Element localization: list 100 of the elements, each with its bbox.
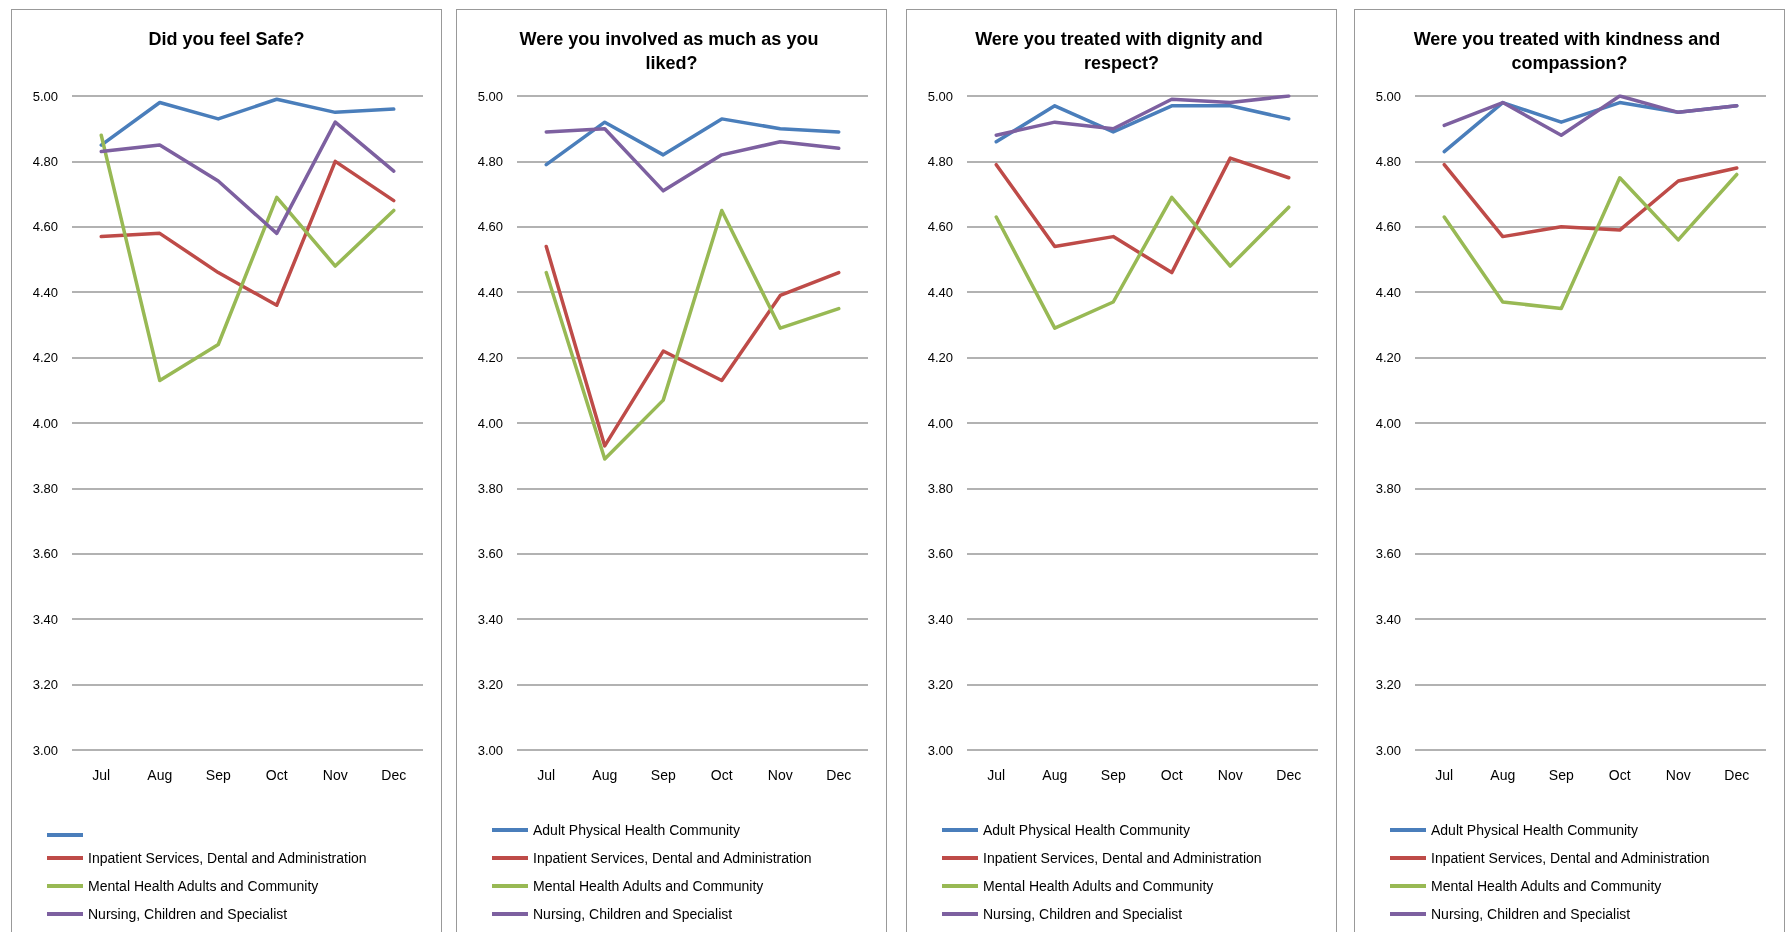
x-tick-label: Dec	[1724, 767, 1750, 783]
y-tick-label: 4.80	[477, 153, 503, 169]
y-tick-label: 3.80	[32, 480, 58, 496]
x-tick-label: Sep	[205, 767, 231, 783]
y-tick-label: 3.40	[477, 611, 503, 627]
legend-label: Adult Physical Health Community	[1431, 822, 1638, 838]
y-tick-label: 3.60	[477, 546, 503, 562]
x-tick-label: Aug	[592, 767, 618, 783]
legend-label: Mental Health Adults and Community	[983, 878, 1214, 894]
y-tick-label: 3.00	[477, 742, 503, 758]
y-tick-label: 5.00	[32, 88, 58, 104]
x-tick-label: Jul	[92, 767, 111, 783]
x-tick-label: Jul	[1435, 767, 1454, 783]
y-tick-label: 3.80	[927, 480, 953, 496]
y-tick-label: 4.00	[32, 415, 58, 431]
x-tick-label: Sep	[650, 767, 676, 783]
line-series	[994, 195, 1291, 330]
x-tick-label: Sep	[1548, 767, 1574, 783]
y-tick-label: 4.40	[1375, 284, 1401, 300]
y-tick-label: 3.60	[32, 546, 58, 562]
line-series	[99, 133, 396, 383]
x-tick-label: Aug	[1490, 767, 1516, 783]
y-tick-label: 5.00	[477, 88, 503, 104]
legend-label: Mental Health Adults and Community	[88, 878, 319, 894]
line-series	[544, 208, 841, 461]
legend-label: Inpatient Services, Dental and Administration	[88, 850, 367, 866]
x-tick-label: Jul	[987, 767, 1006, 783]
x-tick-label: Aug	[147, 767, 173, 783]
x-tick-label: Nov	[767, 767, 793, 783]
line-series	[994, 156, 1291, 275]
legend-label: Adult Physical Health Community	[533, 822, 740, 838]
x-tick-label: Nov	[322, 767, 348, 783]
y-tick-label: 4.80	[32, 153, 58, 169]
y-tick-label: 4.80	[1375, 153, 1401, 169]
x-tick-label: Dec	[1276, 767, 1302, 783]
line-series	[994, 94, 1291, 137]
x-tick-label: Nov	[1217, 767, 1243, 783]
y-tick-label: 4.20	[477, 350, 503, 366]
x-tick-label: Aug	[1042, 767, 1068, 783]
y-tick-label: 4.60	[927, 219, 953, 235]
y-tick-label: 4.40	[32, 284, 58, 300]
legend-label: Mental Health Adults and Community	[533, 878, 764, 894]
y-tick-label: 5.00	[1375, 88, 1401, 104]
y-tick-label: 4.00	[927, 415, 953, 431]
y-tick-label: 4.00	[477, 415, 503, 431]
y-tick-label: 4.60	[1375, 219, 1401, 235]
y-tick-label: 3.80	[1375, 480, 1401, 496]
legend-label: Nursing, Children and Specialist	[533, 906, 733, 922]
x-tick-label: Oct	[265, 767, 288, 783]
y-tick-label: 3.20	[32, 677, 58, 693]
line-series	[1442, 94, 1739, 137]
legend-label: Nursing, Children and Specialist	[88, 906, 288, 922]
line-series	[544, 117, 841, 167]
y-tick-label: 4.40	[477, 284, 503, 300]
line-series	[1442, 162, 1739, 239]
x-tick-label: Sep	[1100, 767, 1126, 783]
line-series	[99, 97, 396, 147]
y-tick-label: 3.20	[477, 677, 503, 693]
y-tick-label: 3.40	[1375, 611, 1401, 627]
legend-label: Nursing, Children and Specialist	[983, 906, 1183, 922]
line-series	[99, 120, 396, 236]
legend-label: Inpatient Services, Dental and Administration	[533, 850, 812, 866]
y-tick-label: 3.20	[927, 677, 953, 693]
y-tick-label: 4.20	[927, 350, 953, 366]
y-tick-label: 3.80	[477, 480, 503, 496]
x-tick-label: Dec	[826, 767, 852, 783]
legend-label: Adult Physical Health Community	[983, 822, 1190, 838]
y-tick-label: 3.00	[32, 742, 58, 758]
y-tick-label: 3.60	[927, 546, 953, 562]
chart-title: Did you feel Safe?	[148, 29, 305, 49]
y-tick-label: 3.60	[1375, 546, 1401, 562]
legend-label: Inpatient Services, Dental and Administration	[1431, 850, 1710, 866]
line-series	[1442, 172, 1739, 311]
y-tick-label: 3.20	[1375, 677, 1401, 693]
y-tick-label: 4.00	[1375, 415, 1401, 431]
line-series	[99, 159, 396, 308]
y-tick-label: 4.20	[1375, 350, 1401, 366]
y-tick-label: 4.20	[32, 350, 58, 366]
y-tick-label: 3.00	[927, 742, 953, 758]
line-series	[544, 126, 841, 193]
x-tick-label: Nov	[1665, 767, 1691, 783]
chart-title: Were you treated with kindness and compassion?	[1413, 29, 1726, 73]
x-tick-label: Oct	[710, 767, 733, 783]
x-tick-label: Oct	[1608, 767, 1631, 783]
line-series	[994, 104, 1291, 144]
x-tick-label: Jul	[537, 767, 556, 783]
y-tick-label: 5.00	[927, 88, 953, 104]
legend-label: Mental Health Adults and Community	[1431, 878, 1662, 894]
x-tick-label: Oct	[1160, 767, 1183, 783]
y-tick-label: 3.00	[1375, 742, 1401, 758]
y-tick-label: 4.60	[32, 219, 58, 235]
chart-title: Were you treated with dignity and respect?	[975, 29, 1268, 73]
chart-title: Were you involved as much as you liked?	[519, 29, 824, 73]
y-tick-label: 4.80	[927, 153, 953, 169]
y-tick-label: 4.40	[927, 284, 953, 300]
y-tick-label: 4.60	[477, 219, 503, 235]
legend-label: Nursing, Children and Specialist	[1431, 906, 1631, 922]
x-tick-label: Dec	[381, 767, 407, 783]
y-tick-label: 3.40	[927, 611, 953, 627]
legend-label: Inpatient Services, Dental and Administration	[983, 850, 1262, 866]
